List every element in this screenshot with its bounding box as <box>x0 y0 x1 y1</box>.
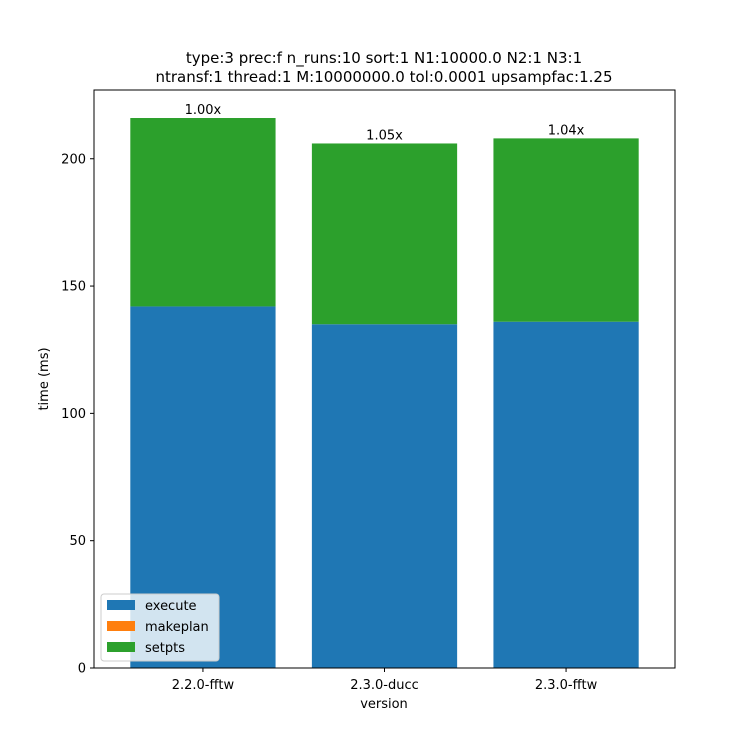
y-tick-label: 200 <box>61 152 86 167</box>
x-axis-label: version <box>360 697 408 712</box>
bar-labels-layer: 1.00x 1.05x 1.04x <box>185 103 585 143</box>
bar-setpts-1 <box>130 118 276 307</box>
legend-label-setpts: setpts <box>145 641 185 656</box>
chart-title-line-2: ntransf:1 thread:1 M:10000000.0 tol:0.00… <box>155 68 612 86</box>
y-tick-label: 100 <box>61 407 86 422</box>
y-tick-label: 150 <box>61 280 86 295</box>
bar-speedup-label-3: 1.04x <box>548 123 585 138</box>
bar-speedup-label-2: 1.05x <box>366 128 403 143</box>
y-axis-label: time (ms) <box>37 347 52 410</box>
x-tick-label: 2.3.0-fftw <box>535 678 598 693</box>
legend-swatch-execute <box>107 600 135 610</box>
bar-execute-2 <box>311 324 458 668</box>
bar-setpts-2 <box>311 143 458 325</box>
legend-label-execute: execute <box>145 599 197 614</box>
legend: execute makeplan setpts <box>100 593 220 662</box>
bars-layer <box>130 118 639 668</box>
x-tick-label: 2.3.0-ducc <box>350 678 419 693</box>
legend-swatch-setpts <box>107 642 135 652</box>
y-axis: 0 50 100 150 200 <box>61 152 94 677</box>
x-tick-label: 2.2.0-fftw <box>172 678 235 693</box>
x-axis: 2.2.0-fftw 2.3.0-ducc 2.3.0-fftw <box>172 668 598 693</box>
legend-label-makeplan: makeplan <box>145 620 209 635</box>
chart-title-line-1: type:3 prec:f n_runs:10 sort:1 N1:10000.… <box>186 49 582 68</box>
y-tick-label: 50 <box>69 534 86 549</box>
bar-setpts-3 <box>493 138 639 322</box>
bar-speedup-label-1: 1.00x <box>185 103 222 118</box>
y-tick-label: 0 <box>78 662 86 677</box>
bar-execute-3 <box>493 321 639 668</box>
legend-swatch-makeplan <box>107 621 135 631</box>
